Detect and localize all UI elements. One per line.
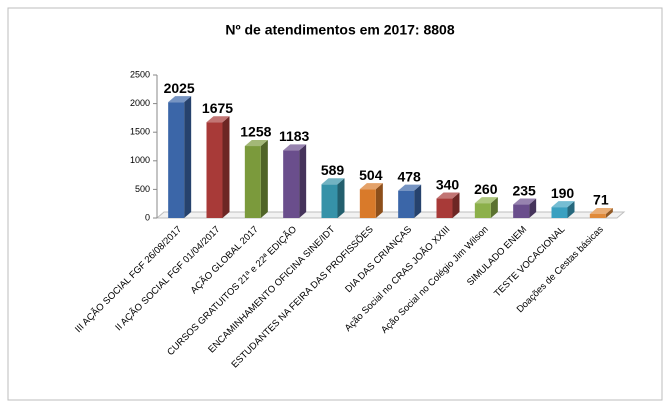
bar-top (551, 201, 575, 208)
bar-top (359, 183, 383, 190)
bar-top (206, 116, 230, 123)
value-label: 235 (512, 182, 536, 198)
value-label: 1675 (202, 100, 233, 116)
bar-side (529, 198, 537, 218)
value-label: 1183 (279, 128, 310, 144)
bar-side (567, 201, 575, 218)
bar-top (474, 197, 498, 204)
bar-side (299, 144, 307, 218)
bar-side (260, 140, 268, 218)
bar (283, 150, 300, 218)
value-label: 2025 (164, 80, 195, 96)
bar-side (184, 96, 192, 218)
bar (206, 122, 223, 218)
bar-side (222, 116, 230, 218)
value-label: 340 (436, 176, 460, 192)
y-tick-label: 2000 (130, 98, 150, 108)
value-label: 504 (359, 167, 383, 183)
value-label: 71 (593, 192, 609, 208)
bar (436, 198, 453, 218)
value-label: 589 (321, 162, 345, 178)
bar-top (436, 192, 460, 199)
y-tick-label: 1500 (130, 127, 150, 137)
bar-top (513, 198, 537, 205)
bar (551, 207, 568, 218)
bar-side (452, 192, 460, 218)
chart-title: Nº de atendimentos em 2017: 8808 (225, 22, 454, 38)
bar-top (398, 184, 422, 191)
bar (398, 190, 415, 218)
bar (244, 146, 261, 218)
y-tick-label: 2500 (130, 69, 150, 79)
bar-side (605, 207, 613, 218)
value-label: 190 (551, 185, 575, 201)
value-label: 478 (397, 168, 421, 184)
y-tick-label: 1000 (130, 155, 150, 165)
bar-top (168, 96, 192, 103)
bar-top (589, 207, 613, 214)
bar-side (337, 178, 345, 218)
value-label: 260 (474, 181, 498, 197)
y-tick-label: 0 (145, 212, 150, 222)
bar (168, 102, 185, 218)
bar (513, 204, 530, 218)
bar (474, 203, 491, 218)
bar (589, 213, 606, 218)
bar-top (321, 178, 345, 185)
bar (359, 189, 376, 218)
bar-side (375, 183, 383, 218)
bar (321, 184, 338, 218)
bar-side (490, 197, 498, 218)
bar-top (244, 140, 268, 147)
floor (155, 211, 626, 219)
bar-side (414, 184, 422, 218)
y-tick-label: 500 (135, 184, 150, 194)
bar-top (283, 144, 307, 151)
value-label: 1258 (240, 124, 271, 140)
